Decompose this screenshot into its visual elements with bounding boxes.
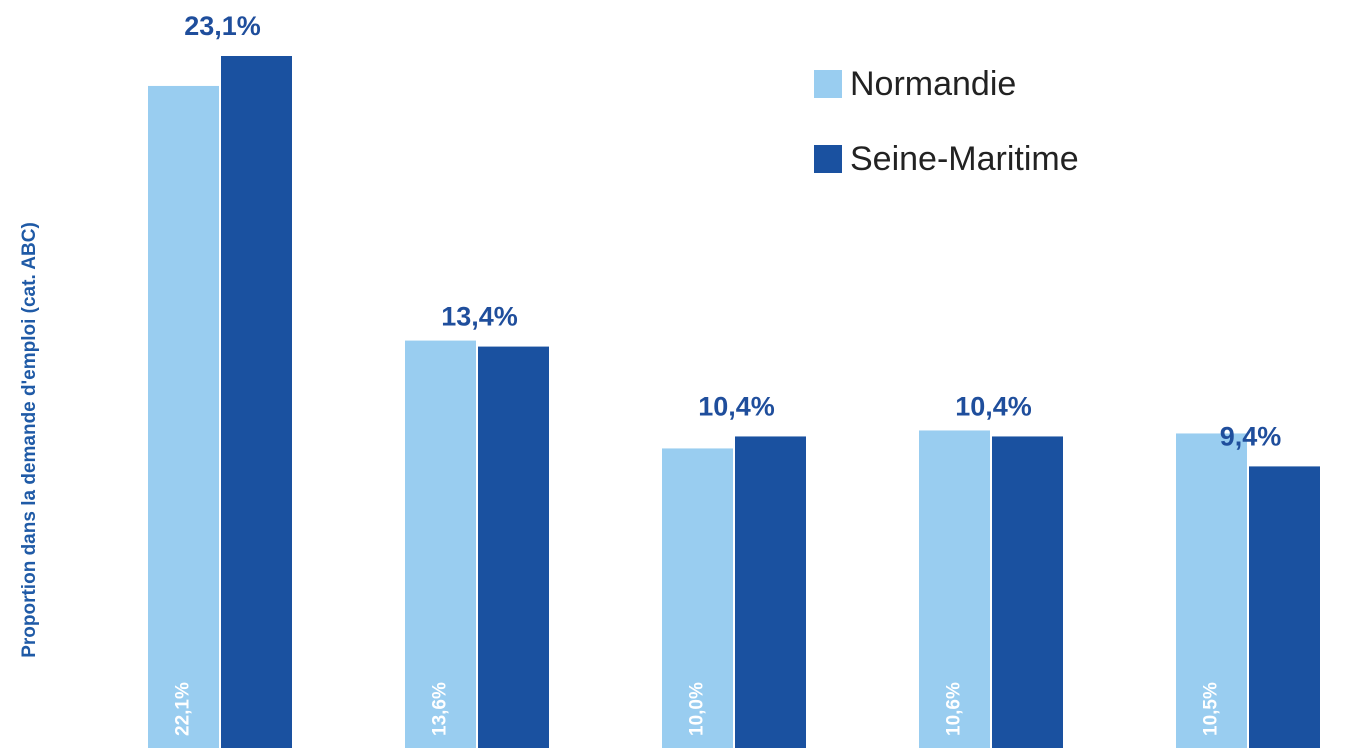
data-label: 10,6% (944, 682, 965, 736)
legend-label: Seine-Maritime (850, 140, 1079, 178)
y-axis-label: Proportion dans la demande d'emploi (cat… (19, 222, 40, 658)
bar (662, 448, 733, 748)
bar (221, 56, 292, 748)
legend-swatch (814, 145, 842, 173)
bar (148, 85, 219, 748)
data-label: 23,1% (184, 11, 261, 41)
data-label: 13,4% (441, 302, 518, 332)
bar (919, 430, 990, 748)
data-label: 10,0% (687, 682, 708, 736)
bar (992, 436, 1063, 748)
data-label: 10,4% (698, 392, 775, 422)
data-label: 13,6% (430, 682, 451, 736)
legend-swatch (814, 70, 842, 98)
bar (478, 346, 549, 748)
bar (735, 436, 806, 748)
data-label: 10,4% (955, 392, 1032, 422)
data-label: 10,5% (1201, 682, 1222, 736)
bar (405, 340, 476, 748)
data-label: 9,4% (1220, 422, 1282, 452)
bar (1249, 466, 1320, 748)
bar (1176, 433, 1247, 748)
data-label: 22,1% (173, 682, 194, 736)
legend-label: Normandie (850, 65, 1016, 103)
